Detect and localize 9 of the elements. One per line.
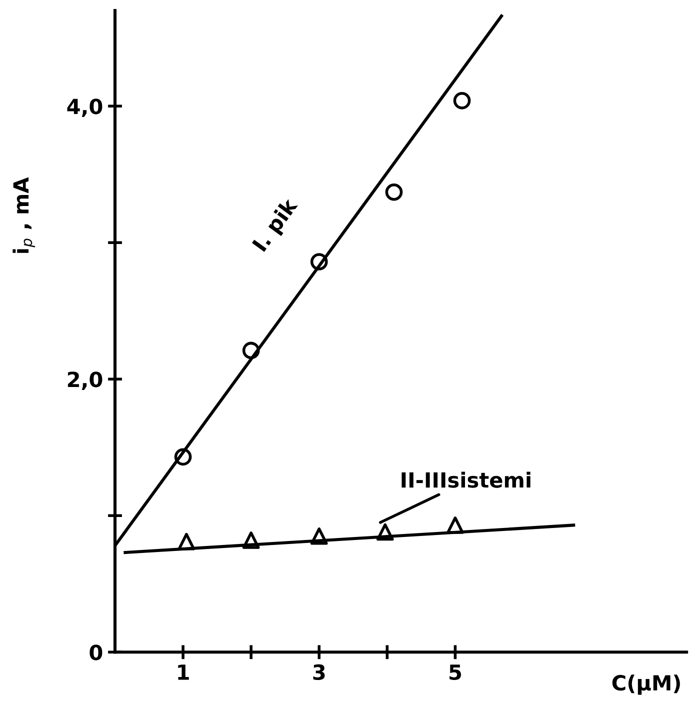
annotation: II-IIIsistemi xyxy=(402,472,530,488)
x-tick-label: 3 xyxy=(313,664,325,680)
y-tick-label: 4,0 xyxy=(67,98,102,117)
y-axis-title: i$_{p}$ , mA xyxy=(12,177,35,253)
x-tick-label: 1 xyxy=(178,664,189,680)
y-tick-label: 2,0 xyxy=(68,372,102,390)
x-tick-label: 5 xyxy=(450,664,461,680)
x-axis-title: C(μM) xyxy=(612,674,680,695)
y-tick-label: 0 xyxy=(90,644,102,660)
